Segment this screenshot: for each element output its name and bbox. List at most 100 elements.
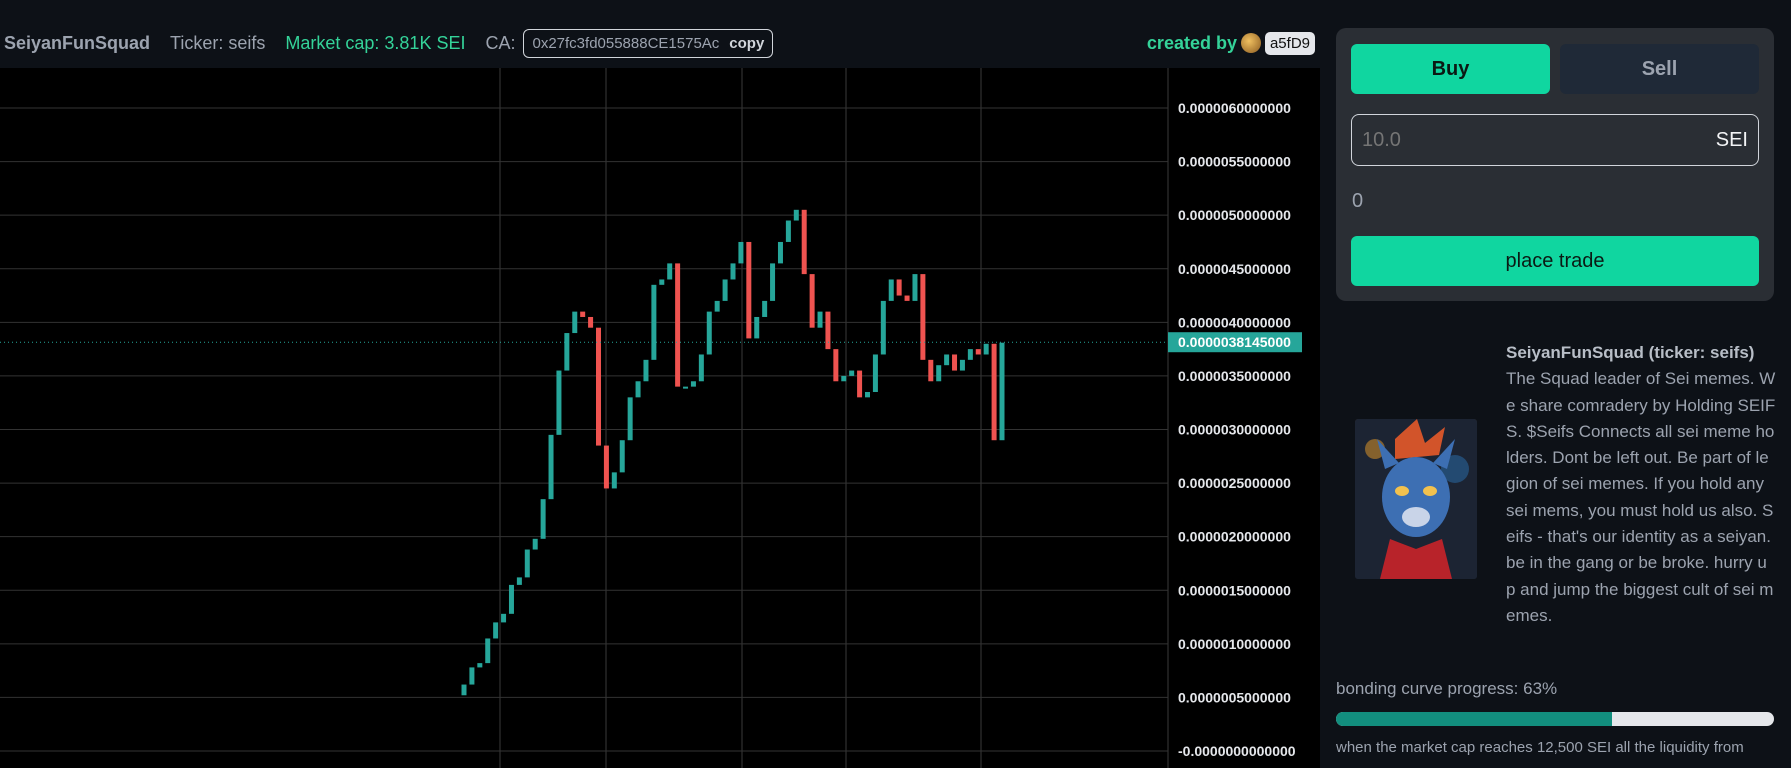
candle (975, 349, 981, 355)
candle (785, 220, 791, 242)
y-tick-label: 0.0000020000000 (1178, 529, 1291, 545)
price-chart[interactable]: 0.0000060000000 0.0000055000000 0.00000500… (0, 68, 1320, 768)
candle (580, 311, 586, 317)
candle (722, 279, 728, 301)
candle (730, 263, 736, 280)
amount-input[interactable] (1362, 128, 1716, 152)
candle (809, 274, 815, 328)
candle (714, 300, 720, 312)
candle (849, 370, 855, 376)
candle (588, 316, 594, 328)
candle (596, 327, 601, 446)
amount-field[interactable]: SEI (1351, 114, 1759, 166)
candle (738, 241, 744, 264)
candle (556, 370, 562, 435)
y-tick-label: 0.0000010000000 (1178, 636, 1291, 652)
candle (493, 622, 499, 639)
bonding-curve-fill (1336, 712, 1612, 726)
candle (659, 279, 665, 285)
candle (635, 381, 641, 398)
candle (532, 538, 538, 550)
ca-label: CA: (485, 32, 516, 53)
candle (880, 300, 886, 355)
trade-tabs: Buy Sell (1351, 44, 1759, 94)
candle (690, 381, 696, 387)
y-tick-label: 0.0000055000000 (1178, 154, 1291, 170)
candle (793, 209, 799, 221)
created-by-label: created by (1146, 32, 1237, 53)
candle (698, 354, 704, 382)
page-title-cut (820, 0, 980, 2)
candle (762, 300, 768, 317)
candle (477, 663, 483, 668)
candle (564, 333, 570, 371)
candle (619, 440, 625, 473)
y-tick-label: -0.0000000000000 (1178, 743, 1296, 759)
candle (983, 343, 989, 355)
candle (920, 274, 926, 360)
candle (683, 386, 689, 389)
bonding-curve-label: bonding curve progress: 63% (1336, 679, 1558, 698)
candle (865, 391, 870, 398)
receive-amount: 0 (1352, 190, 1364, 212)
candle (675, 263, 681, 387)
last-price-label: 0.0000038145000 (1178, 334, 1291, 350)
y-tick-label: 0.0000005000000 (1178, 689, 1291, 705)
y-tick-label: 0.0000050000000 (1178, 207, 1291, 223)
candle (841, 375, 847, 382)
sell-tab[interactable]: Sell (1560, 44, 1759, 94)
candle (572, 311, 578, 334)
candle (754, 316, 760, 339)
amount-unit: SEI (1715, 128, 1748, 151)
created-by: created by a5fD9 (1146, 31, 1315, 55)
candle (999, 342, 1005, 441)
candle (825, 311, 831, 350)
candle (746, 241, 752, 339)
candle (627, 397, 633, 441)
candle (904, 295, 910, 301)
ca-box[interactable]: 0x27fc3fd055888CE1575Ac copy (523, 28, 774, 58)
candle (944, 354, 950, 366)
buy-tab[interactable]: Buy (1351, 44, 1550, 94)
creator-link[interactable]: a5fD9 (1264, 31, 1315, 55)
candle (857, 370, 863, 398)
candle (888, 279, 894, 301)
candle (928, 359, 934, 382)
token-info-body: The Squad leader of Sei memes. We share … (1506, 369, 1776, 625)
candle (485, 638, 491, 664)
candle (777, 241, 783, 264)
token-description: SeiyanFunSquad (ticker: seifs) The Squad… (1506, 340, 1776, 629)
last-price-tag (1168, 332, 1302, 353)
candle (817, 311, 823, 328)
candle (548, 434, 554, 500)
y-tick-label: 0.0000040000000 (1178, 314, 1291, 330)
candle (912, 274, 918, 301)
candle (643, 359, 649, 382)
token-header: SeiyanFunSquad Ticker: seifs Market cap:… (0, 26, 1320, 60)
candle (936, 365, 942, 382)
candle (991, 343, 997, 441)
candle (603, 445, 609, 489)
candle (461, 684, 467, 696)
y-tick-label: 0.0000060000000 (1178, 100, 1291, 116)
candle (508, 584, 514, 614)
candle (833, 349, 839, 382)
candle (959, 359, 965, 371)
candle (770, 263, 776, 301)
y-tick-label: 0.0000045000000 (1178, 261, 1291, 277)
creator-avatar (1240, 33, 1261, 53)
token-image (1355, 419, 1477, 579)
place-trade-button[interactable]: place trade (1351, 236, 1759, 286)
copy-button[interactable]: copy (729, 34, 765, 52)
candle (469, 667, 475, 685)
candle (651, 284, 657, 360)
candle (952, 354, 958, 371)
y-tick-label: 0.0000030000000 (1178, 422, 1291, 438)
candle (896, 279, 902, 296)
candle (967, 349, 973, 360)
candlestick-chart[interactable]: 0.0000060000000 0.0000055000000 0.00000500… (0, 68, 1320, 768)
candle (667, 263, 673, 280)
candle (611, 472, 617, 489)
contract-address: CA: 0x27fc3fd055888CE1575Ac copy (485, 28, 774, 58)
candle (801, 209, 807, 275)
